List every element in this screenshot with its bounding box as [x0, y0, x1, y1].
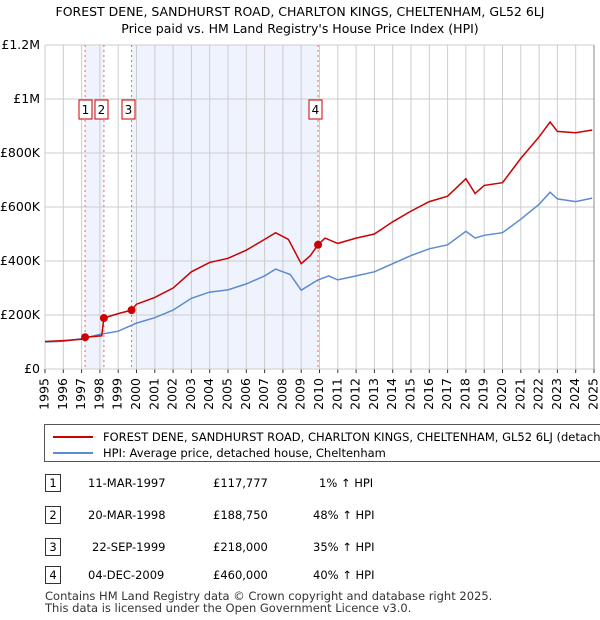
- y-tick-label: £400K: [0, 253, 41, 268]
- row-price: £117,777: [213, 476, 268, 490]
- x-tick-label: 2015: [403, 378, 418, 410]
- x-tick-label: 2025: [586, 378, 600, 410]
- x-tick-label: 2009: [293, 378, 308, 410]
- x-tick-label: 2019: [476, 378, 491, 410]
- sale-point: [314, 240, 323, 249]
- x-tick-label: 2001: [146, 378, 161, 410]
- legend-label: HPI: Average price, detached house, Chel…: [103, 446, 386, 460]
- legend: FOREST DENE, SANDHURST ROAD, CHARLTON KI…: [44, 424, 600, 462]
- x-tick-label: 2012: [348, 378, 363, 410]
- x-tick-label: 2020: [494, 378, 509, 410]
- x-tick-label: 2010: [311, 378, 326, 410]
- sale-label: 2: [98, 103, 106, 117]
- sale-label-box: [94, 99, 109, 120]
- footer-licence: This data is licensed under the Open Gov…: [45, 601, 412, 615]
- sale-label: 4: [312, 103, 320, 117]
- x-tick-label: 1999: [110, 378, 125, 410]
- table-row: 4 04-DEC-2009 £460,000 40% ↑ HPI: [40, 566, 600, 586]
- y-tick-label: £200K: [0, 307, 41, 322]
- x-tick-label: 2008: [274, 378, 289, 410]
- row-number: 3: [45, 538, 61, 556]
- x-tick-label: 2016: [421, 378, 436, 410]
- x-tick-label: 2004: [201, 378, 216, 410]
- chart-subtitle: Price paid vs. HM Land Registry's House …: [121, 21, 479, 36]
- legend-item-property: FOREST DENE, SANDHURST ROAD, CHARLTON KI…: [53, 430, 600, 444]
- chart-title: FOREST DENE, SANDHURST ROAD, CHARLTON KI…: [55, 4, 545, 19]
- x-tick-label: 2011: [329, 378, 344, 410]
- row-date: 22-SEP-1999: [92, 540, 166, 554]
- x-tick-label: 2000: [128, 378, 143, 410]
- sale-label: 1: [82, 103, 90, 117]
- row-date: 04-DEC-2009: [88, 568, 165, 582]
- series-line: [44, 120, 593, 343]
- legend-swatch-blue: [53, 452, 93, 454]
- sale-label-box: [121, 99, 136, 120]
- x-tick-label: 1996: [55, 378, 70, 410]
- row-price: £218,000: [213, 540, 268, 554]
- x-tick-label: 1995: [37, 378, 52, 410]
- x-tick-label: 2022: [531, 378, 546, 410]
- legend-item-hpi: HPI: Average price, detached house, Chel…: [53, 446, 386, 460]
- table-row: 1 11-MAR-1997 £117,777 1% ↑ HPI: [40, 474, 600, 494]
- y-tick-label: £0: [24, 361, 40, 376]
- x-tick-label: 2014: [384, 378, 399, 410]
- y-tick-label: £1.2M: [1, 37, 40, 52]
- row-price: £460,000: [213, 568, 268, 582]
- sale-point: [127, 306, 136, 315]
- sale-point: [81, 333, 90, 342]
- row-number: 4: [45, 566, 61, 584]
- row-hpi: 1% ↑ HPI: [319, 476, 374, 490]
- legend-swatch-red: [53, 436, 93, 438]
- price-chart: 1995 1996 1997 1998 1999 2000 2001 2002 2003 2004…: [0, 37, 600, 410]
- x-tick-label: 1998: [91, 378, 106, 410]
- table-row: 3 22-SEP-1999 £218,000 35% ↑ HPI: [40, 538, 600, 558]
- x-tick-label: 2018: [457, 378, 472, 410]
- footer-copyright: Contains HM Land Registry data © Crown c…: [45, 589, 493, 603]
- row-price: £188,750: [213, 508, 268, 522]
- x-tick-label: 2023: [549, 378, 564, 410]
- x-tick-label: 2003: [183, 378, 198, 410]
- sale-point: [99, 314, 108, 323]
- x-tick-label: 2007: [256, 378, 271, 410]
- series-line: [44, 191, 593, 343]
- row-hpi: 35% ↑ HPI: [313, 540, 375, 554]
- x-tick-label: 2021: [512, 378, 527, 410]
- sale-label-box: [308, 99, 323, 120]
- x-tick-label: 2024: [567, 378, 582, 410]
- sale-label: 3: [125, 103, 133, 117]
- y-tick-label: £800K: [0, 145, 41, 160]
- sale-label-box: [78, 99, 93, 120]
- y-tick-label: £1M: [13, 91, 40, 106]
- row-number: 1: [45, 474, 61, 492]
- y-tick-label: £600K: [0, 199, 41, 214]
- x-tick-label: 2013: [366, 378, 381, 410]
- legend-label: FOREST DENE, SANDHURST ROAD, CHARLTON KI…: [103, 430, 600, 444]
- row-date: 11-MAR-1997: [88, 476, 166, 490]
- row-hpi: 48% ↑ HPI: [313, 508, 375, 522]
- row-hpi: 40% ↑ HPI: [313, 568, 375, 582]
- x-tick-label: 2005: [220, 378, 235, 410]
- x-tick-label: 2017: [439, 378, 454, 410]
- row-number: 2: [45, 506, 61, 524]
- x-tick-label: 2006: [238, 378, 253, 410]
- x-tick-label: 2002: [165, 378, 180, 410]
- row-date: 20-MAR-1998: [88, 508, 166, 522]
- x-tick-label: 1997: [73, 378, 88, 410]
- table-row: 2 20-MAR-1998 £188,750 48% ↑ HPI: [40, 506, 600, 526]
